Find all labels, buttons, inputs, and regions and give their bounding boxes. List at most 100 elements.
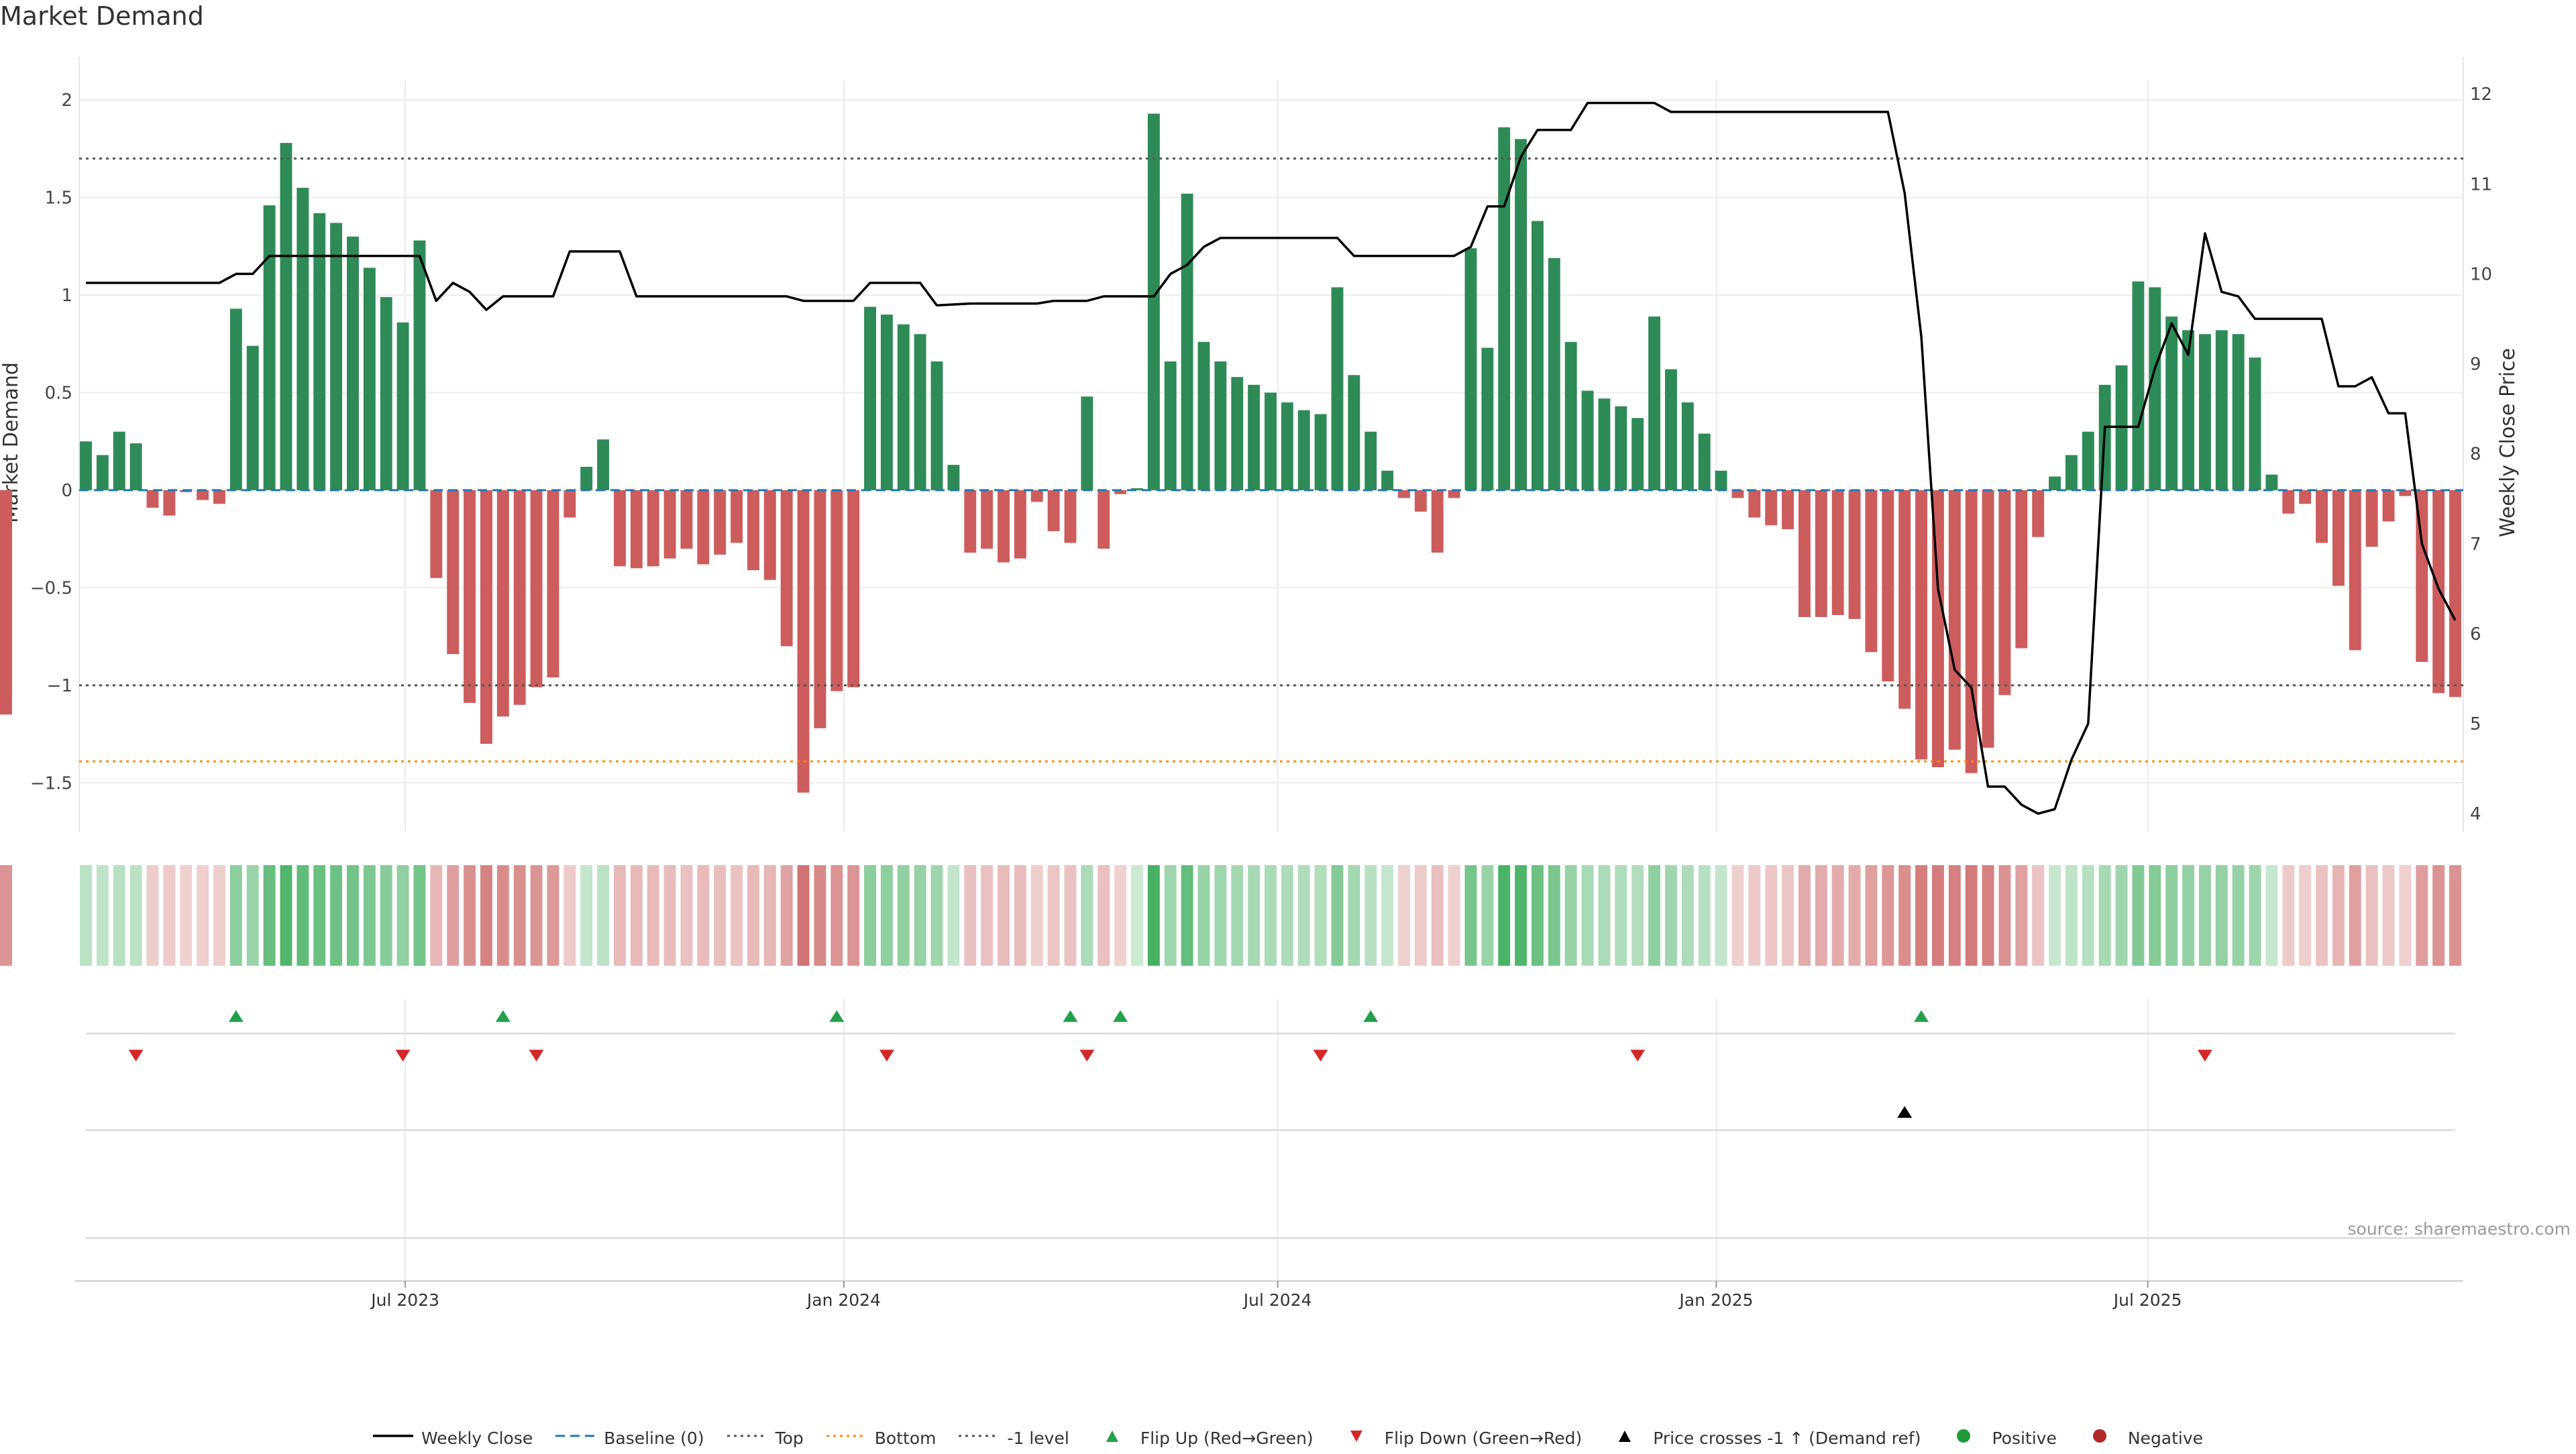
heat-strip-cell bbox=[213, 865, 225, 966]
demand-bar bbox=[413, 240, 426, 490]
demand-bar bbox=[1197, 341, 1210, 490]
demand-bar bbox=[2316, 490, 2328, 543]
demand-bar bbox=[580, 467, 593, 490]
price-cross-marker bbox=[1897, 1106, 1913, 1118]
heat-strip-cell bbox=[2215, 865, 2228, 966]
heat-strip-cell bbox=[1064, 865, 1077, 966]
heat-strip-cell bbox=[2299, 865, 2312, 966]
heat-strip-cell bbox=[1197, 865, 1210, 966]
demand-bar bbox=[1064, 490, 1077, 543]
heat-strip-cell bbox=[1665, 865, 1677, 966]
flip-down-marker bbox=[2197, 1050, 2212, 1062]
demand-bar bbox=[1848, 490, 1861, 619]
heat-strip-cell bbox=[1131, 865, 1143, 966]
demand-bar bbox=[1231, 377, 1244, 490]
heat-strip-cell bbox=[1297, 865, 1310, 966]
flip-down-marker bbox=[395, 1050, 411, 1062]
demand-bar bbox=[229, 309, 242, 490]
demand-bar bbox=[1131, 488, 1143, 490]
heat-strip-cell bbox=[430, 865, 443, 966]
heat-strip-cell bbox=[2282, 865, 2295, 966]
heat-strip-cell bbox=[1815, 865, 1827, 966]
heat-strip-cell bbox=[2399, 865, 2412, 966]
heat-strip-cell bbox=[780, 865, 793, 966]
heat-strip-cell bbox=[0, 865, 12, 966]
demand-bar bbox=[2265, 474, 2278, 490]
heat-strip-cell bbox=[96, 865, 109, 966]
demand-bar bbox=[2365, 490, 2378, 547]
flip-up-marker bbox=[228, 1010, 244, 1022]
legend-item: -1 level bbox=[959, 1426, 1069, 1450]
legend-label: Top bbox=[775, 1428, 804, 1448]
demand-bar bbox=[1081, 396, 1093, 490]
demand-bar bbox=[530, 490, 543, 687]
demand-bar bbox=[1564, 341, 1577, 490]
heat-strip-cell bbox=[1431, 865, 1444, 966]
circle-icon bbox=[1943, 1426, 1992, 1450]
demand-bar bbox=[1097, 490, 1110, 549]
x-tick-label: Jan 2025 bbox=[1678, 1290, 1753, 1310]
heat-strip-cell bbox=[1265, 865, 1277, 966]
heat-strip-cell bbox=[1948, 865, 1961, 966]
heat-strip-cell bbox=[1047, 865, 1060, 966]
heat-strip-cell bbox=[1998, 865, 2011, 966]
heat-strip-cell bbox=[1014, 865, 1026, 966]
legend-label: Weekly Close bbox=[421, 1428, 533, 1448]
heat-strip-cell bbox=[1831, 865, 1844, 966]
right-tick-label: 12 bbox=[2470, 85, 2492, 105]
heat-strip-cell bbox=[1731, 865, 1744, 966]
heat-strip-cell bbox=[1564, 865, 1577, 966]
demand-bar bbox=[1481, 347, 1494, 490]
legend-label: Negative bbox=[2127, 1428, 2204, 1448]
heat-strip-cell bbox=[1882, 865, 1894, 966]
heat-strip-cell bbox=[1848, 865, 1861, 966]
demand-bar bbox=[2332, 490, 2345, 586]
heat-strip-cell bbox=[897, 865, 910, 966]
legend-label: Price crosses -1 ↑ (Demand ref) bbox=[1653, 1428, 1921, 1448]
demand-bar bbox=[1515, 139, 1527, 490]
demand-bar bbox=[2049, 476, 2061, 490]
demand-bar bbox=[280, 143, 292, 490]
legend-item: Baseline (0) bbox=[555, 1426, 704, 1450]
triangle-down-icon bbox=[1336, 1426, 1385, 1450]
heat-strip-cell bbox=[1965, 865, 1978, 966]
x-tick-label: Jan 2024 bbox=[806, 1290, 881, 1310]
legend-item: Top bbox=[727, 1426, 804, 1450]
left-tick-label: 0.5 bbox=[45, 383, 72, 403]
heat-strip-cell bbox=[1147, 865, 1160, 966]
heat-strip-cell bbox=[2065, 865, 2078, 966]
heat-strip-cell bbox=[580, 865, 593, 966]
heat-strip-cell bbox=[1931, 865, 1944, 966]
demand-bar bbox=[1648, 317, 1661, 490]
demand-bar bbox=[1398, 490, 1410, 498]
demand-bar bbox=[1731, 490, 1744, 498]
heat-strip-cell bbox=[864, 865, 876, 966]
heat-strip-cell bbox=[1464, 865, 1477, 966]
demand-bar bbox=[1297, 410, 1310, 490]
heat-strip-cell bbox=[697, 865, 710, 966]
demand-bar bbox=[1364, 431, 1377, 490]
demand-bar bbox=[380, 296, 392, 490]
demand-bar bbox=[96, 455, 109, 490]
demand-bar bbox=[2349, 490, 2361, 651]
heat-strip-cell bbox=[1548, 865, 1560, 966]
flip-down-marker bbox=[128, 1050, 144, 1062]
heat-strip-cell bbox=[280, 865, 292, 966]
demand-bar bbox=[847, 490, 860, 687]
heat-strip-cell bbox=[129, 865, 142, 966]
left-tick-label: −1.5 bbox=[30, 773, 72, 793]
heat-strip-cell bbox=[1648, 865, 1661, 966]
signal-markers bbox=[86, 1010, 2455, 1239]
weekly-close-line bbox=[86, 101, 2457, 815]
demand-bar bbox=[1265, 392, 1277, 490]
demand-bar bbox=[163, 490, 176, 516]
heat-strip-cell bbox=[263, 865, 276, 966]
right-tick-label: 4 bbox=[2470, 804, 2481, 824]
flip-up-marker bbox=[1914, 1010, 1929, 1022]
flip-up-marker bbox=[829, 1010, 845, 1022]
heat-strip-cell bbox=[464, 865, 476, 966]
left-tick-label: 0 bbox=[61, 481, 72, 501]
demand-bar bbox=[1765, 490, 1778, 526]
heat-strip-cell bbox=[363, 865, 376, 966]
heat-strip-cell bbox=[1598, 865, 1611, 966]
